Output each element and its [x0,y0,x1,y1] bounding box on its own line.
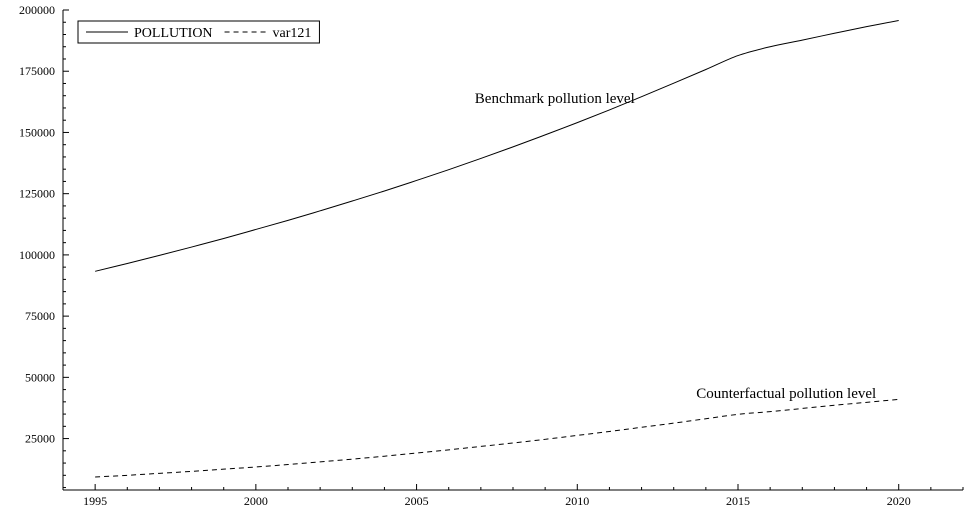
x-tick-label: 1995 [83,494,107,508]
legend-label: var121 [273,26,312,41]
x-tick-label: 2020 [887,494,911,508]
legend-label: POLLUTION [134,26,213,41]
y-tick-label: 100000 [19,248,55,262]
chart-annotation: Benchmark pollution level [475,91,635,107]
y-tick-label: 150000 [19,125,55,139]
y-tick-label: 175000 [19,64,55,78]
series-line-pollution [95,20,899,272]
x-tick-label: 2000 [244,494,268,508]
series-layer [95,20,899,478]
annotation-layer: Benchmark pollution level Counterfactual … [475,91,876,402]
axes: 1995 2000 2005 2010 2015 2020 25000 50000 75000 1… [19,3,964,508]
series-line-var121 [95,398,899,478]
legend: POLLUTION var121 [77,20,320,44]
chart-annotation: Counterfactual pollution level [696,386,876,402]
y-tick-label: 125000 [19,187,55,201]
x-tick-label: 2005 [405,494,429,508]
y-tick-label: 50000 [25,370,55,384]
x-tick-label: 2015 [726,494,750,508]
y-tick-label: 75000 [25,309,55,323]
y-tick-label: 200000 [19,3,55,17]
x-tick-label: 2010 [565,494,589,508]
y-tick-label: 25000 [25,432,55,446]
legend-box [77,20,320,44]
